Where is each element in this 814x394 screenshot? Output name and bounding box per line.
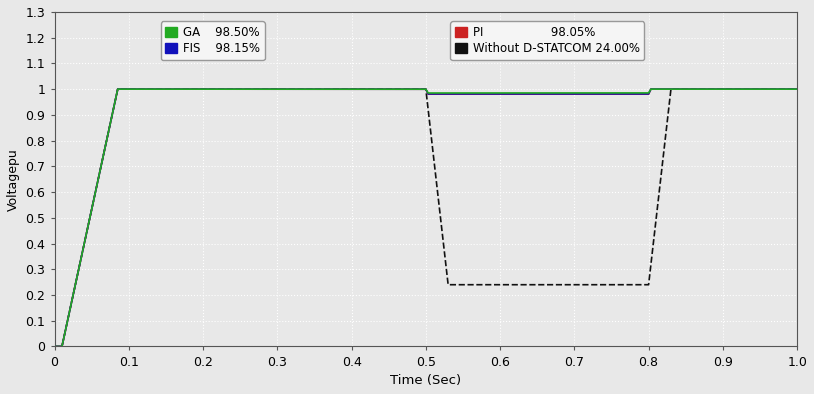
Legend: PI                  98.05%, Without D-STATCOM 24.00%: PI 98.05%, Without D-STATCOM 24.00% (450, 21, 645, 60)
X-axis label: Time (Sec): Time (Sec) (390, 374, 462, 387)
Y-axis label: Voltagepu: Voltagepu (7, 148, 20, 210)
